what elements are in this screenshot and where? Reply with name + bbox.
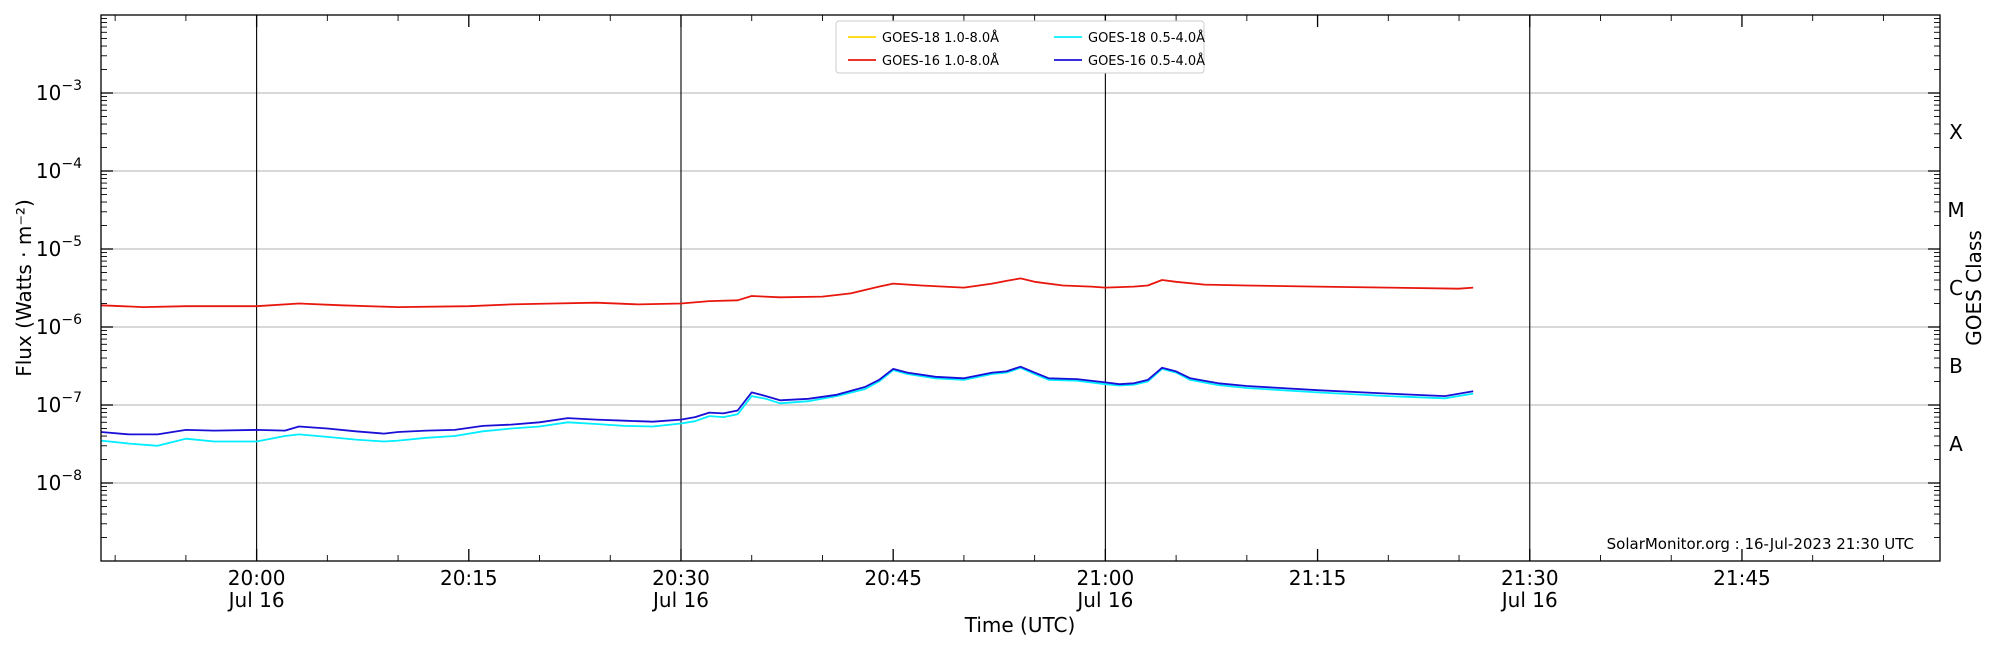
grid-layer: [101, 92, 1940, 484]
series-line-goes-18-0-5-4-0-: [100, 366, 1474, 447]
x-tick-sublabel: Jul 16: [1075, 588, 1133, 612]
x-tick-label: 21:45: [1713, 566, 1771, 590]
goes-class-label: X: [1949, 120, 1963, 144]
y-tick-label: 10−5: [36, 234, 82, 261]
x-tick-label: 20:45: [864, 566, 922, 590]
x-tick-label: 21:15: [1289, 566, 1347, 590]
watermark-text: SolarMonitor.org : 16-Jul-2023 21:30 UTC: [1607, 535, 1914, 553]
goes-class-label: A: [1949, 432, 1963, 456]
y-tick-label: 10−3: [36, 78, 82, 105]
legend: GOES-18 1.0-8.0Å GOES-18 0.5-4.0Å GOES-16 …: [835, 20, 1205, 74]
legend-item-label: GOES-16 1.0-8.0Å: [882, 53, 999, 69]
series-layer: [100, 277, 1474, 447]
y-tick-label: 10−4: [36, 156, 82, 183]
x-tick-label: 21:00: [1077, 566, 1135, 590]
series-line-goes-16-1-0-8-0-: [100, 277, 1474, 309]
plot-area-frame: [100, 14, 1941, 562]
x-tick-sublabel: Jul 16: [227, 588, 285, 612]
x-tick-label: 20:00: [228, 566, 286, 590]
y-tick-labels: 10−3 10−4 10−5 10−6 10−7 10−8: [36, 78, 82, 495]
series-line-goes-16-0-5-4-0-: [100, 365, 1474, 436]
x-tick-label: 21:30: [1501, 566, 1559, 590]
right-axis-label: GOES Class: [1962, 230, 1986, 346]
y-tick-label: 10−7: [36, 390, 82, 417]
x-axis-label: Time (UTC): [964, 613, 1076, 637]
x-tick-sublabel: Jul 16: [1500, 588, 1558, 612]
x-tick-sublabel: Jul 16: [651, 588, 709, 612]
goes-class-label: B: [1949, 354, 1963, 378]
legend-item-label: GOES-16 0.5-4.0Å: [1088, 53, 1205, 69]
legend-item-label: GOES-18 1.0-8.0Å: [882, 30, 999, 46]
x-tick-label: 20:15: [440, 566, 498, 590]
legend-item-label: GOES-18 0.5-4.0Å: [1088, 30, 1205, 46]
goes-class-label: M: [1947, 198, 1964, 222]
tick-layer: [101, 15, 1940, 561]
y-tick-label: 10−8: [36, 468, 82, 495]
x-tick-label: 20:30: [652, 566, 710, 590]
legend-frame: [835, 20, 1205, 74]
y-axis-label: Flux (Watts · m⁻²): [12, 199, 36, 377]
goes-class-labels: X M C B A: [1947, 120, 1964, 456]
y-tick-label: 10−6: [36, 312, 82, 339]
goes-class-label: C: [1949, 276, 1963, 300]
day-marker-lines: [256, 15, 1531, 561]
